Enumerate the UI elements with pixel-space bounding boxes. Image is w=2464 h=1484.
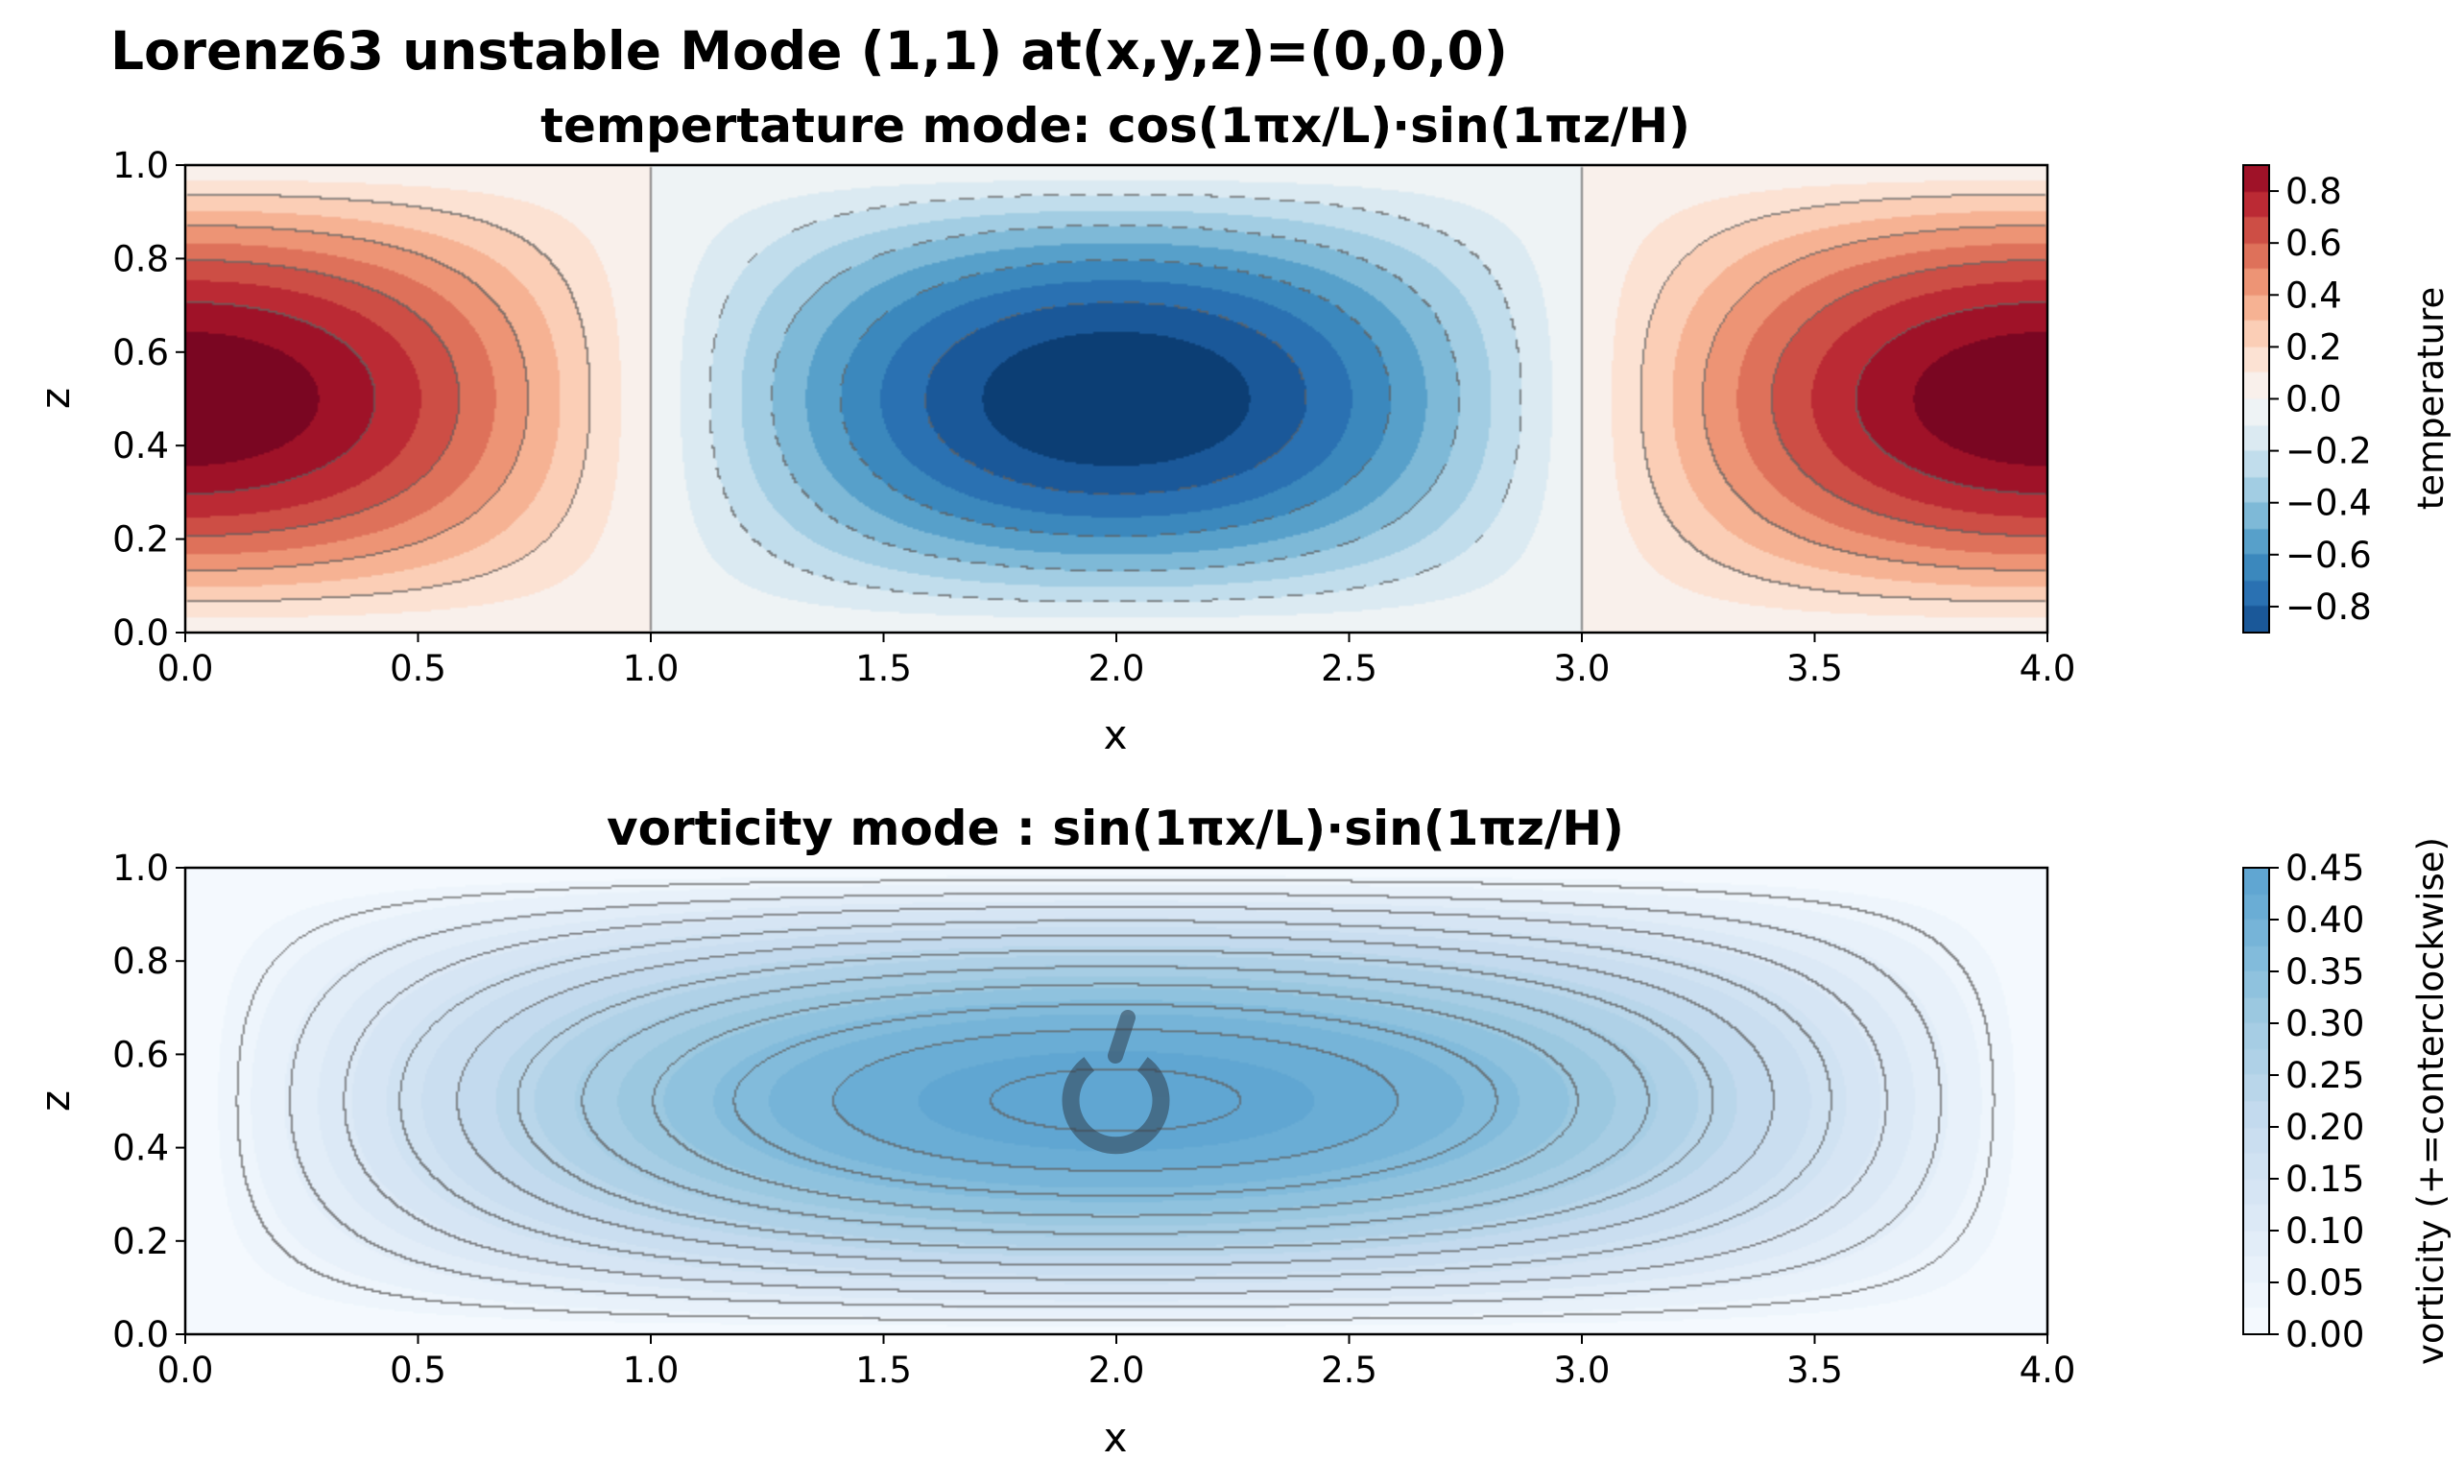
temperature-colorbar-tick-label: 0.4 (2285, 275, 2342, 316)
temperature-x-tick-label: 2.0 (1088, 648, 1145, 689)
temperature-y-axis-label: z (32, 388, 79, 409)
vorticity-x-tick-label: 3.5 (1786, 1350, 1843, 1391)
temperature-y-tick-label: 0.4 (112, 425, 169, 467)
temperature-colorbar-tick-label: 0.2 (2285, 326, 2342, 368)
temperature-x-tick-label: 0.0 (157, 648, 214, 689)
vorticity-x-ticks: 0.0 0.5 1.0 1.5 2.0 2.5 3.0 3.5 4.0 (157, 1334, 2076, 1391)
vorticity-x-tick-label: 2.5 (1321, 1350, 1377, 1391)
temperature-y-tick-label: 0.0 (112, 612, 169, 654)
temperature-colorbar-label: temperature (2410, 287, 2452, 511)
temperature-field (185, 165, 2047, 633)
vorticity-heatmap (185, 868, 2047, 1334)
vorticity-colorbar-tick-label: 0.35 (2285, 951, 2364, 993)
vorticity-panel-title: vorticity mode : sin(1πx/L)·sin(1πz/H) (607, 801, 1624, 856)
vorticity-x-tick-label: 0.5 (390, 1350, 446, 1391)
vorticity-y-ticks: 0.0 0.2 0.4 0.6 0.8 1.0 (112, 848, 185, 1355)
vorticity-y-tick-label: 1.0 (112, 848, 169, 889)
temperature-y-tick-label: 0.2 (112, 519, 169, 561)
temperature-colorbar-tick-label: −0.8 (2285, 586, 2372, 628)
vorticity-x-tick-label: 0.0 (157, 1350, 214, 1391)
figure-suptitle: Lorenz63 unstable Mode (1,1) at(x,y,z)=(… (110, 20, 1508, 82)
vorticity-field (185, 868, 2047, 1334)
temperature-y-ticks: 0.0 0.2 0.4 0.6 0.8 1.0 (112, 145, 185, 654)
vorticity-colorbar-tick-label: 0.30 (2285, 1003, 2364, 1044)
temperature-panel-title: tempertature mode: cos(1πx/L)·sin(1πz/H) (540, 98, 1690, 154)
vorticity-colorbar-tick-label: 0.20 (2285, 1107, 2364, 1148)
vorticity-colorbar-tick-label: 0.40 (2285, 899, 2364, 941)
vorticity-x-tick-label: 1.0 (623, 1350, 680, 1391)
temperature-colorbar: 0.8 0.6 0.4 0.2 0.0 −0.2 −0.4 −0.6 −0.8 temperat… (2242, 164, 2452, 634)
temperature-colorbar-tick-label: 0.6 (2285, 223, 2342, 264)
vorticity-x-tick-label: 3.0 (1554, 1350, 1611, 1391)
temperature-colorbar-tick-label: −0.2 (2285, 431, 2372, 472)
vorticity-colorbar-tick-label: 0.25 (2285, 1055, 2364, 1096)
temperature-panel: tempertature mode: cos(1πx/L)·sin(1πz/H)… (32, 98, 2452, 758)
temperature-y-tick-label: 0.8 (112, 238, 169, 279)
temperature-x-tick-label: 1.0 (623, 648, 680, 689)
vorticity-colorbar-tick-label: 0.45 (2285, 848, 2364, 889)
temperature-y-tick-label: 0.6 (112, 332, 169, 373)
vorticity-colorbar-tick-label: 0.05 (2285, 1262, 2364, 1304)
temperature-colorbar-tick-label: −0.4 (2285, 483, 2372, 524)
temperature-x-axis-label: x (1104, 711, 1128, 758)
vorticity-colorbar-label: vorticity (+=conterclockwise) (2410, 837, 2452, 1365)
temperature-x-tick-label: 0.5 (390, 648, 446, 689)
vorticity-colorbar-ticks: 0.45 0.40 0.35 0.30 0.25 0.20 0.15 0.10 0.05 0.00 (2269, 848, 2364, 1355)
vorticity-colorbar-tick-label: 0.10 (2285, 1210, 2364, 1252)
temperature-x-tick-label: 2.5 (1321, 648, 1377, 689)
vorticity-colorbar-gradient (2243, 868, 2269, 1334)
vorticity-colorbar: 0.45 0.40 0.35 0.30 0.25 0.20 0.15 0.10 0.05 0.00… (2242, 837, 2452, 1365)
vorticity-colorbar-tick-label: 0.15 (2285, 1159, 2364, 1200)
vorticity-y-tick-label: 0.0 (112, 1314, 169, 1355)
vorticity-x-tick-label: 2.0 (1088, 1350, 1145, 1391)
temperature-x-tick-label: 4.0 (2020, 648, 2076, 689)
temperature-colorbar-gradient (2243, 165, 2269, 633)
vorticity-panel: vorticity mode : sin(1πx/L)·sin(1πz/H) 0… (32, 801, 2452, 1461)
temperature-x-tick-label: 3.0 (1554, 648, 1611, 689)
vorticity-colorbar-frame (2242, 867, 2270, 1335)
vorticity-y-tick-label: 0.4 (112, 1128, 169, 1169)
temperature-heatmap (185, 165, 2047, 633)
temperature-x-tick-label: 3.5 (1786, 648, 1843, 689)
vorticity-y-axis-label: z (32, 1090, 79, 1112)
temperature-y-tick-label: 1.0 (112, 145, 169, 186)
vorticity-x-tick-label: 1.5 (855, 1350, 912, 1391)
vorticity-y-tick-label: 0.2 (112, 1221, 169, 1262)
vorticity-y-tick-label: 0.6 (112, 1034, 169, 1075)
temperature-x-tick-label: 1.5 (855, 648, 912, 689)
temperature-colorbar-ticks: 0.8 0.6 0.4 0.2 0.0 −0.2 −0.4 −0.6 −0.8 (2269, 171, 2372, 628)
vorticity-colorbar-tick-label: 0.00 (2285, 1314, 2364, 1355)
vorticity-x-tick-label: 4.0 (2020, 1350, 2076, 1391)
temperature-colorbar-tick-label: 0.8 (2285, 171, 2342, 212)
temperature-x-ticks: 0.0 0.5 1.0 1.5 2.0 2.5 3.0 3.5 4.0 (157, 633, 2076, 689)
temperature-colorbar-tick-label: 0.0 (2285, 379, 2342, 420)
vorticity-y-tick-label: 0.8 (112, 941, 169, 982)
counterclockwise-rotation-icon (1062, 1010, 1170, 1155)
vorticity-x-axis-label: x (1104, 1414, 1128, 1461)
temperature-colorbar-tick-label: −0.6 (2285, 535, 2372, 576)
